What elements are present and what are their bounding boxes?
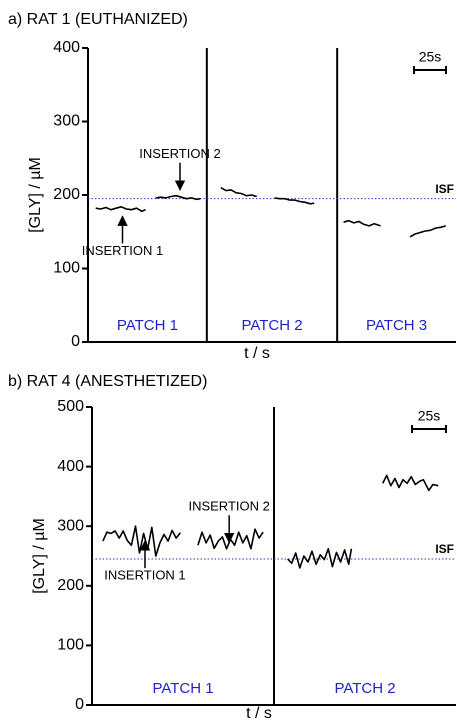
trace (155, 194, 201, 201)
x-axis-label: t / s (246, 705, 272, 721)
y-tick-label: 300 (57, 517, 84, 534)
patch-label: PATCH 2 (334, 680, 395, 697)
y-tick-label: 100 (57, 637, 84, 654)
scale-bar-label: 25s (418, 408, 441, 424)
y-tick-label: 400 (57, 458, 84, 475)
chart-title: b) RAT 4 (ANESTHETIZED) (8, 373, 207, 390)
scale-bar (411, 425, 447, 433)
trace (381, 474, 439, 492)
y-tick-label: 200 (57, 577, 84, 594)
isf-label: ISF (435, 542, 454, 556)
trace (220, 187, 257, 198)
trace (287, 548, 353, 569)
trace (197, 528, 264, 550)
y-tick-label: 500 (57, 398, 84, 415)
chart-title: a) RAT 1 (EUTHANIZED) (8, 11, 188, 28)
trace (102, 525, 181, 557)
trace (95, 206, 146, 212)
patch-label: PATCH 1 (117, 317, 178, 334)
y-tick-label: 300 (53, 113, 80, 130)
annotation-text: INSERTION 2 (139, 146, 220, 161)
annotation-text: INSERTION 1 (104, 568, 185, 583)
y-tick-label: 200 (53, 186, 80, 203)
y-axis-label: [GLY] / µM (27, 157, 44, 233)
patch-label: PATCH 2 (241, 317, 302, 334)
y-axis-label: [GLY] / µM (31, 518, 48, 594)
trace (409, 225, 447, 238)
y-tick-label: 100 (53, 260, 80, 277)
y-tick-label: 0 (71, 333, 80, 350)
y-tick-label: 0 (75, 696, 84, 713)
annotation-text: INSERTION 2 (188, 499, 269, 514)
trace (343, 219, 381, 227)
annotation-text: INSERTION 1 (82, 243, 163, 258)
scale-bar-label: 25s (419, 49, 442, 65)
scale-bar (413, 66, 447, 74)
isf-label: ISF (435, 182, 454, 196)
trace (274, 197, 315, 205)
y-tick-label: 400 (53, 39, 80, 56)
x-axis-label: t / s (244, 345, 270, 362)
patch-label: PATCH 1 (152, 680, 213, 697)
patch-label: PATCH 3 (366, 317, 427, 334)
